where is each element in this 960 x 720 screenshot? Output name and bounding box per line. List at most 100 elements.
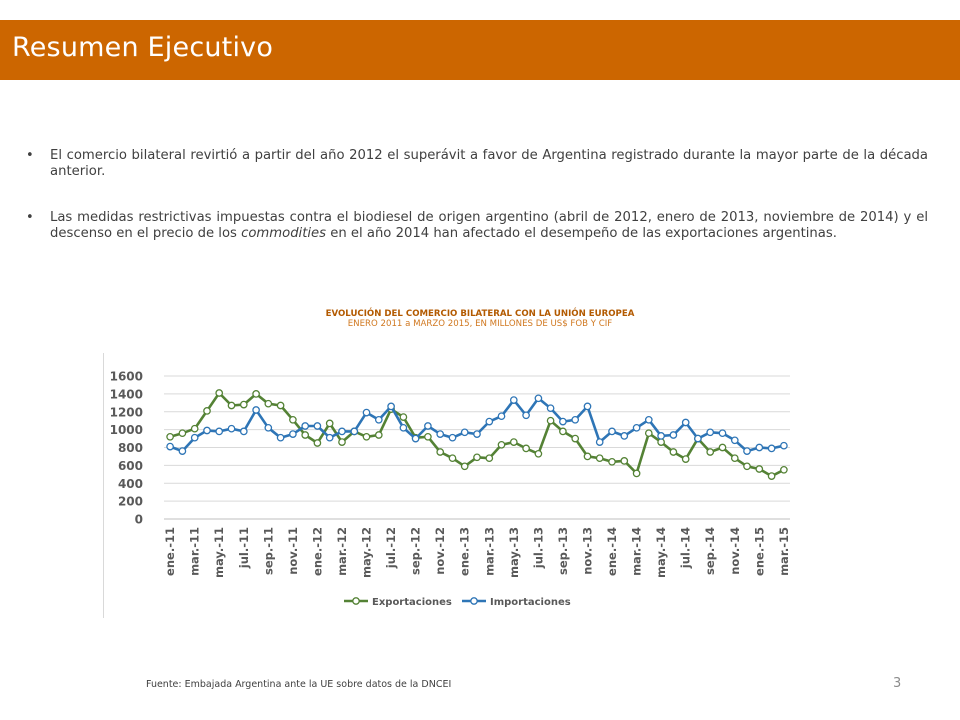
data-point	[743, 447, 751, 455]
y-tick-label: 1400	[110, 387, 143, 401]
data-point	[325, 419, 334, 428]
data-point	[485, 417, 494, 426]
data-point	[289, 415, 297, 424]
legend-label: Exportaciones	[372, 597, 452, 608]
x-tick-label: mar.-13	[482, 527, 496, 576]
bullet-text-end: en el año 2014 han afectado el desempeño…	[326, 226, 837, 241]
data-point	[264, 423, 273, 432]
y-tick-label: 200	[118, 495, 143, 509]
title-bar: Resumen Ejecutivo	[0, 20, 960, 80]
data-point	[313, 422, 322, 430]
page-title: Resumen Ejecutivo	[12, 32, 274, 63]
gridlines	[164, 375, 790, 520]
bullet-text: Las medidas restrictivas impuestas contr…	[50, 210, 928, 241]
data-point	[166, 442, 174, 451]
data-point	[473, 430, 481, 438]
legend-marker	[470, 597, 478, 605]
data-point	[706, 448, 715, 456]
legend: Exportaciones Importaciones	[344, 597, 571, 608]
bullet-item: • El comercio bilateral revirtió a parti…	[26, 148, 928, 180]
data-point	[644, 415, 653, 424]
x-tick-label: mar.-12	[335, 527, 349, 576]
legend-marker	[352, 597, 360, 605]
data-point	[252, 390, 260, 398]
data-point	[166, 432, 174, 441]
data-point	[608, 427, 616, 436]
data-point	[632, 423, 641, 432]
data-point	[276, 433, 285, 442]
data-point	[657, 438, 665, 446]
data-point	[387, 402, 395, 411]
data-point	[399, 423, 408, 432]
data-point	[534, 449, 543, 458]
data-point	[252, 406, 260, 414]
data-point	[706, 428, 715, 437]
data-point	[362, 408, 371, 417]
data-point	[608, 457, 616, 466]
x-tick-label: sep.-12	[409, 527, 423, 575]
data-point	[559, 427, 567, 436]
y-tick-label: 400	[118, 477, 143, 491]
chart-subtitle: ENERO 2011 a MARZO 2015, EN MILLONES DE …	[347, 319, 613, 329]
data-point	[534, 394, 543, 403]
x-tick-label: jul.-14	[679, 527, 693, 569]
line-chart: 0 200 400 600 800 1000 1200 1400 1600 ene.-11 mar…	[110, 370, 791, 609]
data-point	[583, 452, 592, 461]
chart-container: 0 200 400 600 800 1000 1200 1400 1600 ene.-11 mar…	[103, 353, 804, 618]
legend-label: Importaciones	[490, 597, 571, 608]
data-point	[755, 465, 764, 473]
x-tick-label: ene.-14	[605, 527, 619, 576]
data-point	[362, 432, 371, 441]
data-point	[448, 433, 457, 442]
data-point	[595, 454, 604, 463]
data-point	[239, 400, 248, 409]
data-point	[571, 434, 580, 443]
data-point	[350, 427, 359, 436]
page-number: 3	[893, 676, 902, 691]
data-point	[595, 438, 604, 446]
data-point	[460, 428, 469, 437]
bullet-icon: •	[26, 148, 34, 163]
data-point	[227, 401, 236, 410]
x-tick-label: nov.-12	[433, 527, 447, 575]
x-tick-label: ene.-11	[163, 527, 177, 576]
x-tick-label: ene.-13	[458, 527, 472, 576]
chart-heading: EVOLUCIÓN DEL COMERCIO BILATERAL CON LA …	[80, 309, 880, 329]
data-point	[669, 448, 678, 456]
data-point	[755, 443, 764, 452]
data-point	[338, 438, 346, 446]
data-point	[718, 429, 727, 438]
data-point	[399, 413, 408, 421]
x-axis: ene.-11 mar.-11 may.-11 jul.-11 sep.-11 nov.-…	[163, 527, 791, 578]
data-point	[620, 432, 629, 440]
y-tick-label: 1000	[110, 423, 143, 437]
data-point	[681, 455, 690, 463]
bullet-item: • Las medidas restrictivas impuestas con…	[26, 210, 928, 242]
x-tick-label: may.-12	[360, 527, 374, 578]
data-point	[546, 404, 555, 413]
data-point	[276, 401, 285, 410]
x-tick-label: jul.-12	[384, 527, 398, 569]
x-tick-label: nov.-14	[728, 527, 742, 575]
data-point	[190, 433, 199, 442]
x-tick-label: ene.-12	[310, 527, 324, 576]
data-point	[338, 427, 346, 436]
y-tick-label: 800	[118, 441, 143, 455]
x-tick-label: sep.-14	[703, 527, 717, 575]
x-tick-label: may.-14	[654, 527, 668, 578]
data-point	[227, 424, 236, 433]
data-point	[424, 422, 432, 430]
data-point	[424, 432, 432, 441]
data-point	[681, 418, 690, 427]
data-point	[215, 389, 224, 397]
data-point	[509, 396, 518, 404]
data-point	[448, 454, 457, 463]
data-point	[767, 444, 776, 453]
data-point	[301, 431, 310, 439]
data-point	[374, 415, 383, 424]
bullet-text: El comercio bilateral revirtió a partir …	[50, 148, 928, 179]
data-point	[767, 472, 776, 480]
data-point	[669, 431, 678, 439]
data-point	[215, 427, 224, 436]
data-point	[239, 427, 248, 436]
